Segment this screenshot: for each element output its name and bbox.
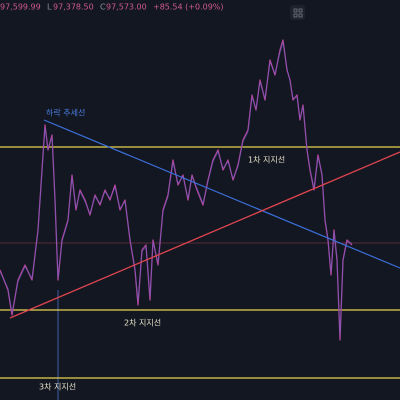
support-1-label: 1차 지지선 <box>248 156 285 165</box>
change: +85.54 (+0.09%) <box>153 3 224 12</box>
support-3-label: 3차 지지선 <box>39 383 76 392</box>
low-value: 97,378.50 <box>53 3 94 12</box>
icon-cell <box>293 8 298 13</box>
price-path-shadow <box>0 42 353 336</box>
icon-bg[interactable] <box>290 5 305 20</box>
trend-line-label: 하락 추세선 <box>46 108 85 118</box>
layout-icon[interactable] <box>290 5 305 20</box>
icon-cell <box>298 8 303 13</box>
downtrend-line <box>43 119 400 269</box>
icon-cell <box>293 13 298 18</box>
close-value: 97,573.00 <box>106 3 147 12</box>
low-label: L <box>47 3 52 12</box>
uptrend-line <box>9 151 400 319</box>
high-value: 97,599.99 <box>0 3 41 12</box>
support-2-label: 2차 지지선 <box>124 319 161 328</box>
icon-cell <box>298 13 303 18</box>
close-label: C <box>100 3 106 12</box>
